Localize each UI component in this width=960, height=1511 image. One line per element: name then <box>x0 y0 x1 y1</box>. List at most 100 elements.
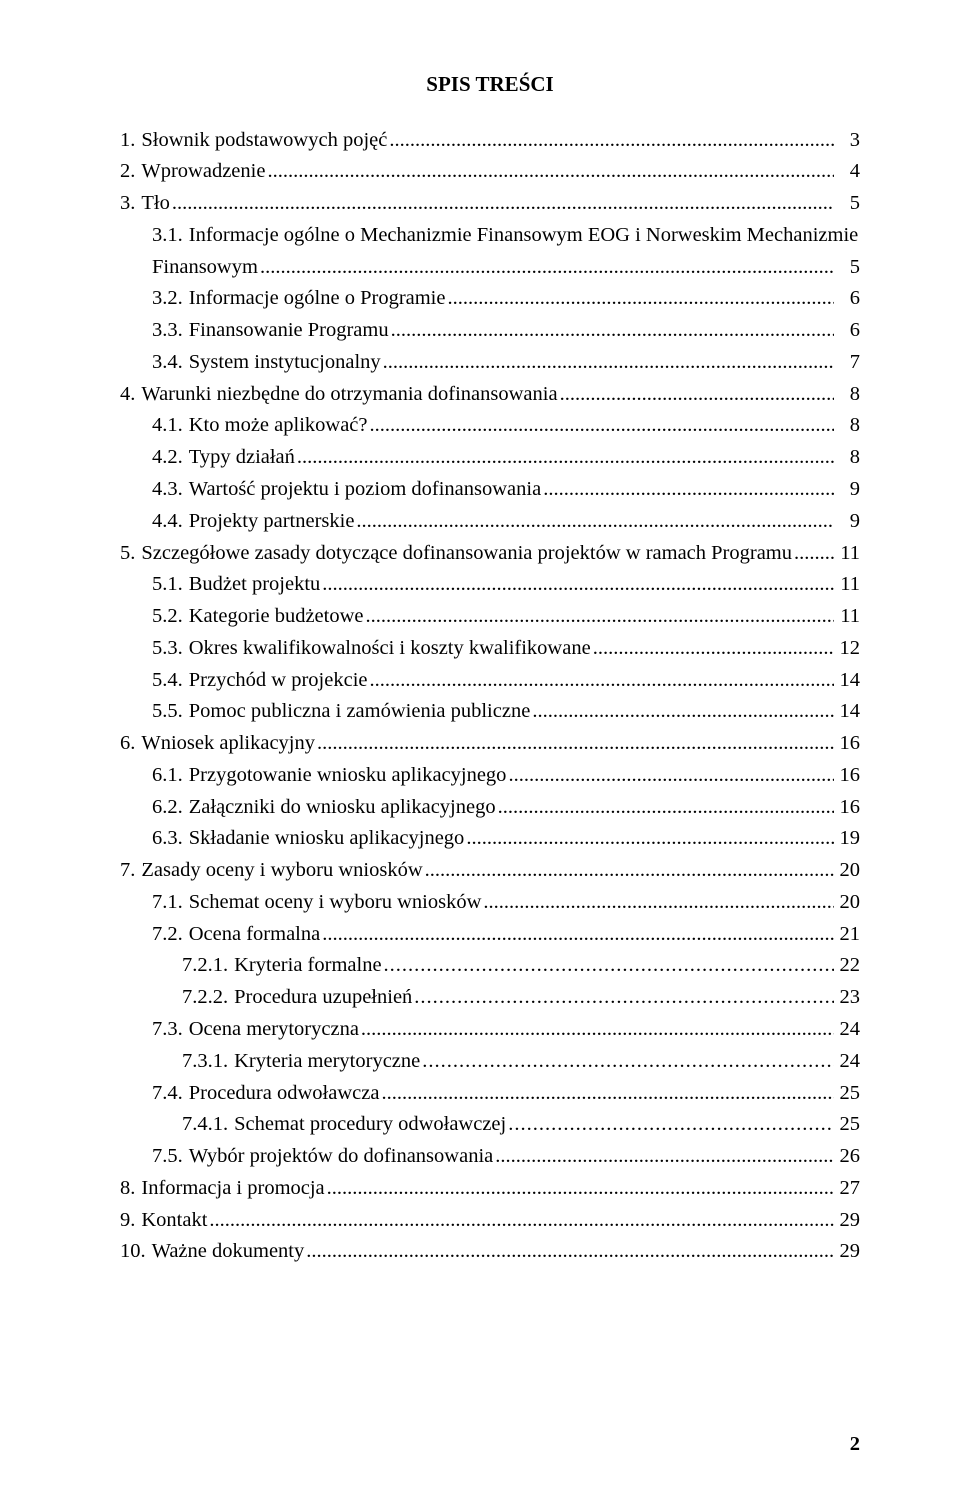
toc-entry-label: Zasady oceny i wyboru wniosków <box>135 855 422 887</box>
toc-entry-page: 14 <box>834 665 860 697</box>
toc-entry-num: 7. <box>120 855 135 887</box>
toc-entry-page: 9 <box>834 474 860 506</box>
toc-leader-dots <box>387 125 834 157</box>
toc-entry-label: Pomoc publiczna i zamówienia publiczne <box>183 696 531 728</box>
toc-entry: 3.Tło 5 <box>120 188 860 220</box>
toc-entry-page: 12 <box>834 633 860 665</box>
toc-entry-label: Kontakt <box>135 1205 207 1237</box>
toc-entry-num: 7.3. <box>152 1014 183 1046</box>
toc-leader-dots <box>423 855 834 887</box>
toc-leader-dots <box>364 601 835 633</box>
toc-entry-page: 8 <box>834 442 860 474</box>
toc-entry-label: Załączniki do wniosku aplikacyjnego <box>183 792 496 824</box>
toc-entry: 4.2.Typy działań 8 <box>120 442 860 474</box>
toc-entry: 7.1.Schemat oceny i wyboru wniosków20 <box>120 887 860 919</box>
toc-entry-page: 4 <box>834 156 860 188</box>
toc-entry-page: 5 <box>834 188 860 220</box>
toc-entry-label: Słownik podstawowych pojęć <box>135 125 387 157</box>
toc-leader-dots <box>792 538 834 570</box>
toc-entry-label: Warunki niezbędne do otrzymania dofinans… <box>135 379 557 411</box>
toc-entry-label: Wniosek aplikacyjny <box>135 728 315 760</box>
toc-entry: 3.2.Informacje ogólne o Programie 6 <box>120 283 860 315</box>
toc-entry-label: Budżet projektu <box>183 569 321 601</box>
toc-leader-dots <box>265 156 834 188</box>
toc-entry-label: Wartość projektu i poziom dofinansowania <box>183 474 541 506</box>
toc-entry-page: 29 <box>834 1205 860 1237</box>
document-page: SPIS TREŚCI 1.Słownik podstawowych pojęć… <box>0 0 960 1511</box>
toc-entry-num: 3.2. <box>152 283 183 315</box>
toc-entry-page: 14 <box>834 696 860 728</box>
toc-leader-dots <box>379 1078 834 1110</box>
toc-entry-num: 10. <box>120 1236 146 1268</box>
toc-entry-label: Finansowanie Programu <box>183 315 389 347</box>
toc-entry-num: 4.2. <box>152 442 183 474</box>
toc-entry: 5.1.Budżet projektu11 <box>120 569 860 601</box>
toc-entry-page: 16 <box>834 792 860 824</box>
toc-entry-page: 16 <box>834 760 860 792</box>
toc-leader-dots <box>170 188 834 220</box>
toc-entry: 5.5.Pomoc publiczna i zamówienia publicz… <box>120 696 860 728</box>
toc-entry: Finansowym 5 <box>120 252 860 284</box>
toc-entry: 7.2.Ocena formalna21 <box>120 919 860 951</box>
toc-entry: 2.Wprowadzenie 4 <box>120 156 860 188</box>
toc-entry-page: 25 <box>834 1078 860 1110</box>
toc-leader-dots <box>506 760 834 792</box>
toc-entry-label: Finansowym <box>152 252 258 284</box>
toc-entry-page: 27 <box>834 1173 860 1205</box>
toc-entry-num: 5.3. <box>152 633 183 665</box>
toc-entry-label: Kto może aplikować? <box>183 410 368 442</box>
toc-leader-dots <box>368 665 835 697</box>
toc-entry: 7.3.1.Kryteria merytoryczne24 <box>120 1046 860 1078</box>
toc-leader-dots <box>367 410 834 442</box>
toc-entry-num: 4.3. <box>152 474 183 506</box>
toc-entry-label: Informacje ogólne o Mechanizmie Finansow… <box>183 220 858 252</box>
toc-entry-num: 6.2. <box>152 792 183 824</box>
toc-entry: 6.3.Składanie wniosku aplikacyjnego19 <box>120 823 860 855</box>
toc-entry: 3.1.Informacje ogólne o Mechanizmie Fina… <box>120 220 860 252</box>
toc-entry-label: Wybór projektów do dofinansowania <box>183 1141 494 1173</box>
toc-leader-dots <box>496 792 834 824</box>
toc-entry-num: 3. <box>120 188 135 220</box>
toc-entry-label: Ocena merytoryczna <box>183 1014 359 1046</box>
toc-leader-dots <box>207 1205 834 1237</box>
toc-entry-page: 25 <box>834 1109 860 1141</box>
toc-entry-label: Projekty partnerskie <box>183 506 355 538</box>
toc-entry-num: 3.4. <box>152 347 183 379</box>
toc-entry: 6.2.Załączniki do wniosku aplikacyjnego 1… <box>120 792 860 824</box>
toc-entry-page: 6 <box>834 315 860 347</box>
toc-entry-num: 4.1. <box>152 410 183 442</box>
toc-entry-num: 7.1. <box>152 887 183 919</box>
toc-leader-dots <box>591 633 834 665</box>
toc-entry: 7.4.Procedura odwoławcza25 <box>120 1078 860 1110</box>
toc-leader-dots <box>558 379 834 411</box>
toc-leader-dots <box>354 506 834 538</box>
toc-entry: 7.Zasady oceny i wyboru wniosków20 <box>120 855 860 887</box>
toc-entry: 3.3.Finansowanie Programu 6 <box>120 315 860 347</box>
toc-entry-page: 3 <box>834 125 860 157</box>
toc-entry-num: 7.3.1. <box>182 1046 228 1078</box>
toc-entry-label: Informacja i promocja <box>135 1173 324 1205</box>
toc-entry-page: 8 <box>834 410 860 442</box>
toc-entry: 7.2.2.Procedura uzupełnień23 <box>120 982 860 1014</box>
toc-entry-page: 22 <box>834 950 860 982</box>
toc-entry: 7.5.Wybór projektów do dofinansowania26 <box>120 1141 860 1173</box>
toc-leader-dots <box>389 315 834 347</box>
toc-entry: 5.2.Kategorie budżetowe11 <box>120 601 860 633</box>
toc-leader-dots <box>445 283 834 315</box>
toc-entry-label: Kategorie budżetowe <box>183 601 364 633</box>
toc-entry-num: 8. <box>120 1173 135 1205</box>
toc-entry-page: 7 <box>834 347 860 379</box>
toc-entry-num: 6. <box>120 728 135 760</box>
toc-entry: 5.3.Okres kwalifikowalności i koszty kwa… <box>120 633 860 665</box>
toc-entry-num: 4.4. <box>152 506 183 538</box>
toc-entry: 4.Warunki niezbędne do otrzymania dofina… <box>120 379 860 411</box>
toc-entry: 10.Ważne dokumenty29 <box>120 1236 860 1268</box>
toc-entry-num: 5.1. <box>152 569 183 601</box>
toc-entry-page: 23 <box>834 982 860 1014</box>
toc-entry-page: 24 <box>834 1014 860 1046</box>
toc-entry-num: 1. <box>120 125 135 157</box>
toc-entry-num: 7.2.2. <box>182 982 228 1014</box>
toc-entry: 7.3.Ocena merytoryczna 24 <box>120 1014 860 1046</box>
toc-entry: 7.2.1.Kryteria formalne22 <box>120 950 860 982</box>
toc-leader-dots <box>381 347 834 379</box>
